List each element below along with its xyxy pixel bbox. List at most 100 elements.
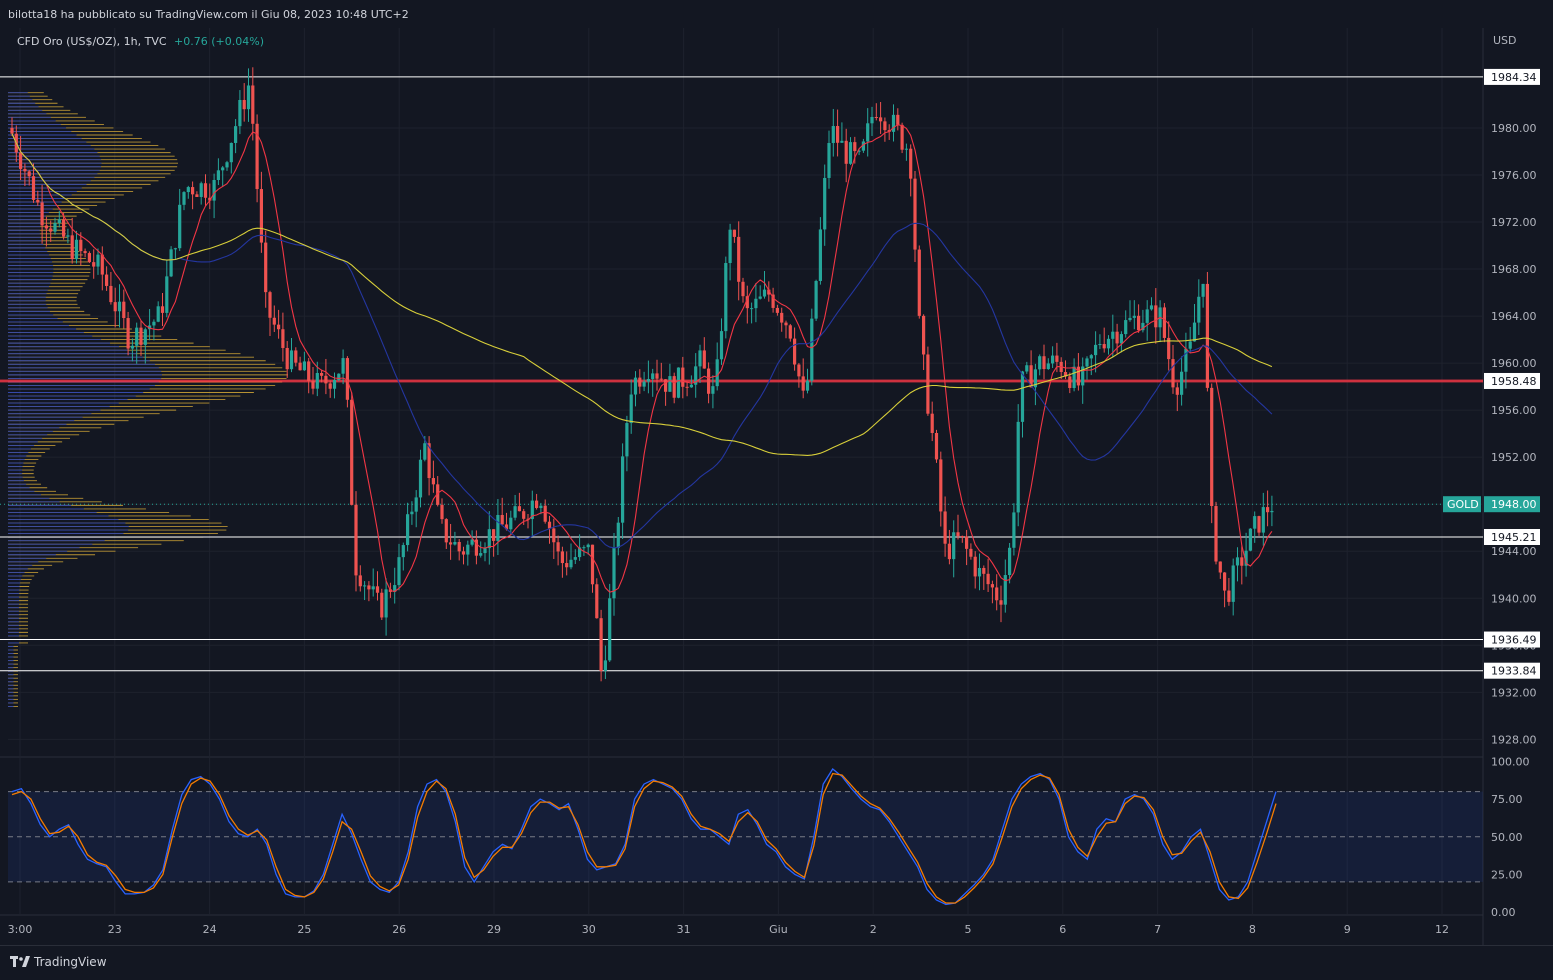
candle-body — [530, 500, 534, 520]
candle-body — [522, 511, 526, 519]
candle-body — [367, 585, 371, 590]
candle-body — [896, 114, 900, 125]
candle-body — [436, 484, 440, 505]
candle-body — [87, 253, 91, 263]
candle-body — [526, 518, 530, 520]
candle-body — [1171, 359, 1175, 388]
candle-body — [543, 505, 547, 522]
candle-body — [148, 325, 152, 330]
level-tag — [1484, 529, 1540, 546]
level-tag-label: 1958.48 — [1491, 375, 1537, 388]
horizontal-levels — [0, 76, 1483, 672]
candle-body — [285, 347, 289, 370]
candle-body — [96, 254, 100, 267]
candle-body — [255, 123, 259, 190]
candle-body — [358, 575, 362, 587]
candle-body — [552, 528, 556, 543]
candle-body — [754, 298, 758, 309]
candle-body — [92, 262, 96, 267]
stoch-tick-label: 75.00 — [1491, 793, 1523, 806]
candle-body — [100, 254, 104, 275]
candle-body — [973, 556, 977, 577]
candle-body — [1223, 572, 1227, 591]
candle-body — [1111, 331, 1115, 339]
candle-body — [66, 235, 70, 237]
candle-body — [1261, 507, 1265, 533]
candle-body — [487, 529, 491, 549]
candle-body — [1175, 387, 1179, 395]
candle-body — [195, 194, 199, 197]
candle-body — [83, 251, 87, 254]
price-tick-label: 1972.00 — [1491, 216, 1537, 229]
time-tick-label: Giu — [769, 923, 788, 936]
candle-body — [1162, 307, 1166, 338]
candle-body — [1055, 355, 1059, 362]
price-axis[interactable]: 1928.001932.001936.001940.001944.001948.… — [1443, 34, 1540, 919]
candle-body — [569, 559, 573, 568]
time-tick-label: 5 — [965, 923, 972, 936]
candle-body — [74, 239, 79, 260]
stochastic-pane — [8, 768, 1483, 906]
candle-body — [504, 524, 509, 530]
candle-body — [711, 386, 715, 394]
candle-body — [457, 542, 461, 552]
candle-body — [36, 199, 40, 203]
tradingview-logo-icon — [10, 956, 30, 967]
candle-body — [418, 459, 423, 498]
candle-body — [793, 338, 797, 365]
candle-body — [1180, 371, 1184, 395]
candle-body — [27, 171, 31, 177]
candle-body — [565, 563, 569, 568]
candle-body — [1227, 590, 1231, 602]
candle-body — [698, 350, 702, 367]
candle-body — [130, 345, 134, 349]
candle-body — [891, 114, 896, 132]
candle-body — [320, 372, 324, 376]
candle-body — [861, 141, 865, 151]
candle-body — [1231, 565, 1235, 602]
candle-body — [578, 547, 582, 558]
candle-body — [805, 380, 810, 391]
time-tick-label: 29 — [487, 923, 501, 936]
candle-body — [453, 542, 457, 545]
candle-body — [1089, 355, 1093, 359]
candle-body — [302, 361, 306, 371]
candle-body — [1149, 305, 1154, 310]
candle-body — [354, 504, 358, 576]
candle-body — [225, 162, 229, 168]
candle-body — [780, 312, 784, 323]
candle-body — [186, 187, 190, 193]
last-price-tag — [1484, 496, 1540, 513]
candle-body — [844, 140, 848, 164]
candle-body — [470, 539, 474, 545]
stoch-k-line — [11, 768, 1277, 906]
ma-long-line — [11, 133, 1273, 456]
tradingview-brand[interactable]: TradingView — [10, 955, 107, 969]
candle-body — [638, 377, 642, 387]
candle-body — [311, 380, 315, 389]
candle-body — [814, 280, 818, 319]
candle-body — [990, 584, 994, 588]
candle-body — [659, 378, 663, 380]
candle-body — [1124, 320, 1128, 335]
candle-body — [836, 126, 840, 143]
candle-body — [1046, 363, 1050, 370]
candle-body — [384, 589, 388, 618]
candle-body — [629, 394, 633, 424]
candle-body — [560, 551, 564, 564]
candle-body — [1072, 366, 1076, 388]
moving-averages — [11, 124, 1273, 593]
time-tick-label: 23 — [108, 923, 122, 936]
price-tick-label: 1964.00 — [1491, 310, 1537, 323]
candle-body — [1214, 506, 1218, 562]
time-axis[interactable]: 3:00 23 24 25 26 29 30 31 Giu 2 5 6 7 8 9 12 — [8, 923, 1449, 936]
candle-body — [259, 189, 263, 243]
candle-body — [1197, 296, 1201, 323]
candle-body — [109, 285, 113, 303]
candle-body — [909, 148, 913, 179]
candle-body — [917, 249, 921, 316]
candle-body — [900, 124, 904, 150]
candle-body — [625, 423, 629, 457]
candle-body — [1016, 421, 1020, 513]
